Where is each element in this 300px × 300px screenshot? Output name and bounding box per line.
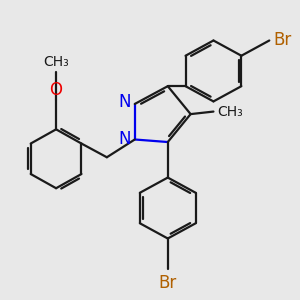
Text: CH₃: CH₃ (43, 56, 69, 69)
Text: CH₃: CH₃ (218, 105, 243, 118)
Text: N: N (118, 130, 131, 148)
Text: Br: Br (159, 274, 177, 292)
Text: O: O (50, 81, 63, 99)
Text: N: N (118, 93, 131, 111)
Text: Br: Br (273, 32, 292, 50)
